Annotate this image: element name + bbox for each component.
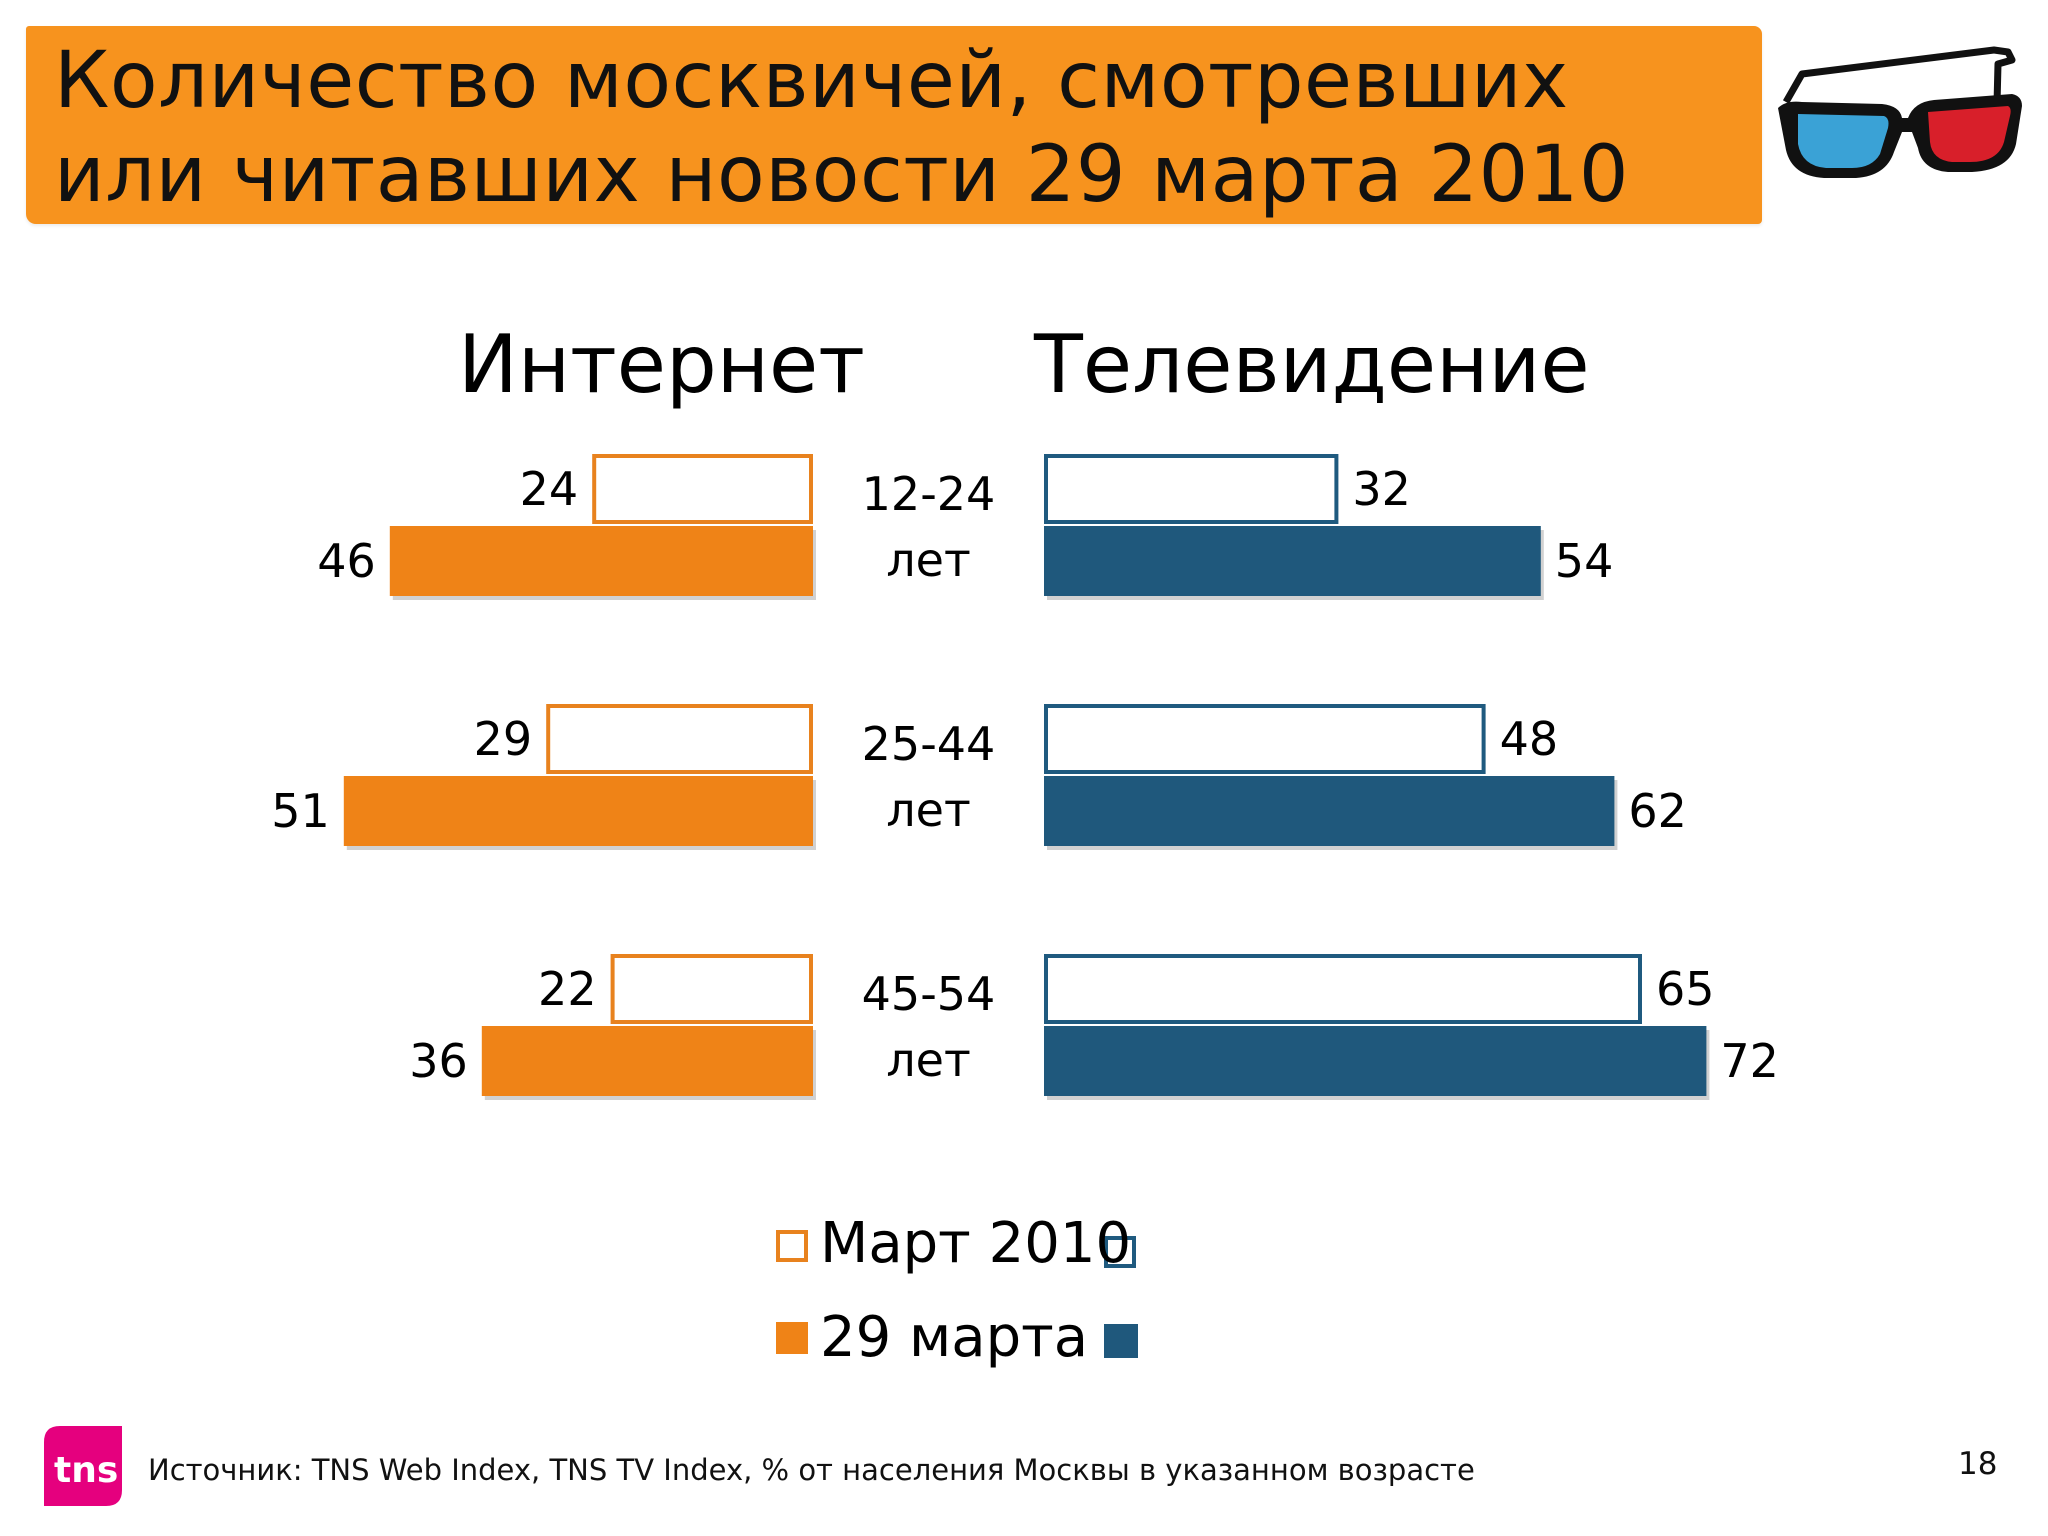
age-unit-label: лет (886, 783, 971, 837)
3d-glasses-icon (1778, 46, 2022, 178)
age-unit-label: лет (886, 533, 971, 587)
internet-bar-0-day (389, 526, 813, 596)
legend-label-day: 29 марта (820, 1305, 1088, 1370)
page-number: 18 (1958, 1446, 1998, 1482)
page-title: Количество москвичей, смотревших или чит… (54, 36, 1629, 220)
tv-value-label: 54 (1555, 534, 1614, 588)
age-range-label: 45-54 (862, 967, 996, 1021)
internet-bar-1-march (546, 704, 813, 774)
legend-swatch-internet-day (776, 1322, 808, 1354)
internet-value-label: 22 (538, 962, 597, 1016)
age-range-label: 12-24 (862, 467, 996, 521)
tv-value-label: 72 (1720, 1034, 1779, 1088)
tv-bar-0-march (1044, 454, 1339, 524)
tv-value-label: 48 (1500, 712, 1559, 766)
internet-value-label: 29 (474, 712, 533, 766)
internet-bar-2-day (481, 1026, 813, 1096)
tv-bar-1-march (1044, 704, 1486, 774)
source-note: Источник: TNS Web Index, TNS TV Index, %… (148, 1453, 1475, 1487)
legend-swatch-tv-march (1104, 1236, 1136, 1268)
tv-bar-1-day (1044, 776, 1615, 846)
tv-value-label: 65 (1656, 962, 1715, 1016)
legend-swatch-internet-march (776, 1230, 808, 1262)
internet-value-label: 36 (409, 1034, 468, 1088)
tv-value-label: 32 (1352, 462, 1411, 516)
tv-header: Телевидение (1034, 318, 1590, 411)
internet-bar-1-day (343, 776, 813, 846)
internet-header: Интернет (458, 318, 865, 411)
tv-value-label: 62 (1628, 784, 1687, 838)
tns-logo-text: tns (54, 1450, 118, 1491)
age-range-label: 25-44 (862, 717, 996, 771)
tv-bar-2-march (1044, 954, 1642, 1024)
tv-bar-0-day (1044, 526, 1541, 596)
legend-swatch-tv-day (1104, 1324, 1138, 1358)
legend-label-march: Март 2010 (820, 1211, 1131, 1276)
internet-bar-0-march (592, 454, 814, 524)
internet-value-label: 46 (317, 534, 376, 588)
tv-bar-2-day (1044, 1026, 1707, 1096)
internet-value-label: 24 (520, 462, 579, 516)
internet-value-label: 51 (271, 784, 330, 838)
tns-logo: tns (44, 1426, 122, 1506)
internet-bar-2-march (610, 954, 813, 1024)
title-banner (26, 26, 1762, 224)
age-unit-label: лет (886, 1033, 971, 1087)
